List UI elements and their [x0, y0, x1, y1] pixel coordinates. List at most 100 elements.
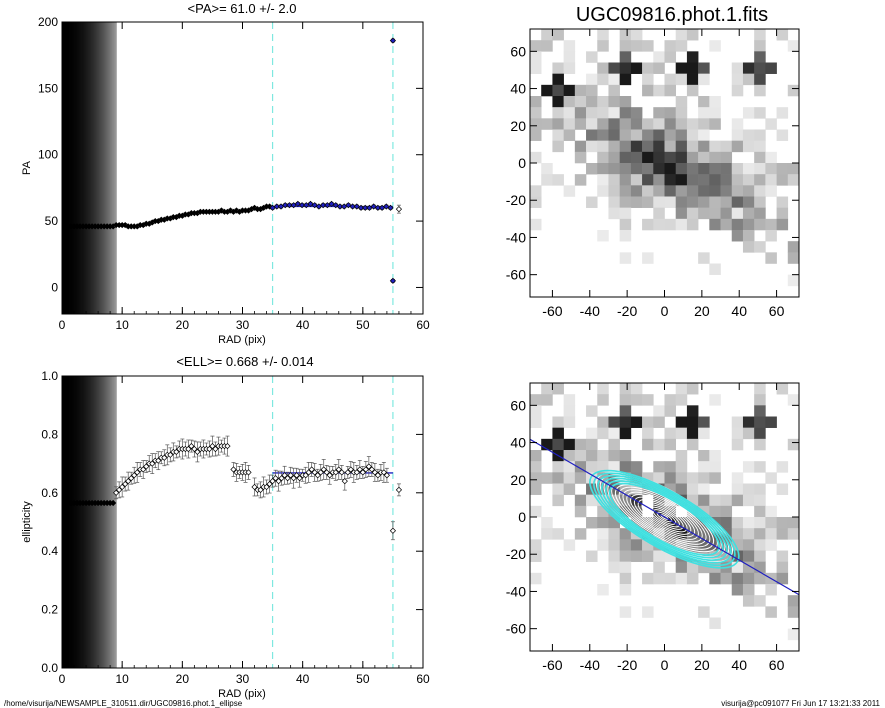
image-pixel	[642, 416, 654, 428]
x-tick-label: 40	[731, 657, 747, 673]
shade-strip	[99, 376, 101, 668]
image-pixel	[742, 207, 755, 220]
image-pixel	[642, 196, 654, 208]
shade-strip	[84, 376, 87, 668]
shade-strip	[69, 22, 72, 314]
image-pixel	[597, 62, 609, 74]
image-pixel	[675, 140, 688, 153]
shade-strip	[89, 22, 91, 314]
image-pixel	[630, 383, 643, 395]
image-pixel	[574, 84, 587, 97]
data-point	[317, 469, 324, 476]
image-pixel	[698, 62, 710, 74]
image-pixel	[608, 163, 620, 175]
shade-strip	[78, 22, 81, 314]
image-pixel	[608, 450, 620, 462]
image-pixel	[742, 494, 755, 507]
image-pixel	[754, 151, 766, 164]
shade-strip	[95, 376, 98, 668]
image-pixel	[675, 96, 688, 108]
image-pixel	[630, 129, 643, 141]
image-pixel	[754, 483, 766, 495]
shade-strip	[67, 376, 70, 668]
image-pixel	[754, 62, 766, 74]
image-pixel	[742, 62, 755, 74]
image-pixel	[664, 51, 677, 63]
image-pixel	[686, 140, 699, 153]
image-top-y-axis: 60 40 20 0 -20 -40 -60	[506, 43, 799, 283]
image-pixel	[664, 151, 677, 164]
image-pixel	[619, 606, 632, 618]
data-point	[374, 204, 381, 211]
image-title: UGC09816.phot.1.fits	[576, 4, 768, 26]
data-point	[387, 204, 394, 211]
x-tick-label: -20	[617, 657, 637, 673]
shade-strip	[62, 22, 64, 314]
shade-strip	[95, 22, 98, 314]
image-pixel	[619, 539, 632, 551]
image-pixel	[619, 528, 632, 540]
x-tick-label: 40	[731, 303, 747, 319]
image-pixel	[686, 416, 699, 428]
data-point	[134, 469, 141, 476]
image-pixel	[754, 107, 766, 119]
image-pixel	[742, 107, 755, 119]
image-pixel	[754, 140, 766, 153]
shade-strip	[89, 376, 91, 668]
x-tick-label: 20	[694, 657, 710, 673]
image-pixel	[630, 40, 643, 52]
image-pixel	[586, 196, 598, 208]
image-pixel	[619, 73, 632, 86]
shade-strip	[83, 22, 86, 314]
image-pixel	[597, 539, 609, 551]
image-pixel	[731, 196, 744, 208]
x-tick-label: 20	[176, 672, 190, 686]
shade-strip	[83, 376, 86, 668]
image-pixel	[530, 572, 542, 585]
ell-cut-lines	[271, 376, 394, 668]
shade-strip	[101, 22, 104, 314]
image-pixel	[754, 461, 766, 473]
image-pixel	[675, 40, 688, 52]
image-pixel	[742, 163, 755, 175]
shade-strip	[90, 376, 92, 668]
image-pixel	[574, 174, 587, 186]
image-pixel	[653, 174, 665, 186]
image-pixel	[675, 461, 688, 473]
image-pixel	[754, 174, 766, 186]
image-pixel	[742, 561, 755, 574]
image-pixel	[675, 73, 688, 86]
image-pixel	[530, 51, 542, 63]
data-point	[257, 486, 264, 493]
image-pixel	[686, 196, 699, 208]
image-pixel	[731, 140, 744, 153]
image-pixel	[608, 461, 620, 473]
data-point	[326, 472, 333, 479]
data-point	[281, 472, 288, 479]
image-bottom-x-axis: -60 -40 -20 0 20 40 60	[542, 383, 785, 673]
image-pixel	[563, 62, 576, 74]
image-pixel	[664, 40, 677, 52]
data-point	[353, 469, 360, 476]
image-pixel	[787, 252, 800, 264]
image-pixel	[530, 416, 542, 428]
image-pixel	[664, 174, 677, 186]
image-pixel	[608, 528, 620, 540]
x-tick-label: -40	[580, 657, 600, 673]
image-pixel	[754, 427, 766, 440]
image-pixel	[597, 163, 609, 175]
image-pixel	[776, 129, 789, 141]
shade-strip	[94, 22, 97, 314]
image-pixel	[642, 539, 654, 551]
image-pixel	[653, 196, 665, 208]
image-pixel	[787, 517, 800, 529]
image-pixel	[552, 472, 564, 484]
shade-strip	[113, 376, 116, 668]
image-pixel	[686, 405, 699, 417]
image-pixel	[742, 572, 755, 585]
shade-strip	[96, 22, 99, 314]
data-point	[380, 469, 387, 476]
image-pixel	[675, 450, 688, 462]
y-tick-label: 0.8	[41, 427, 58, 441]
